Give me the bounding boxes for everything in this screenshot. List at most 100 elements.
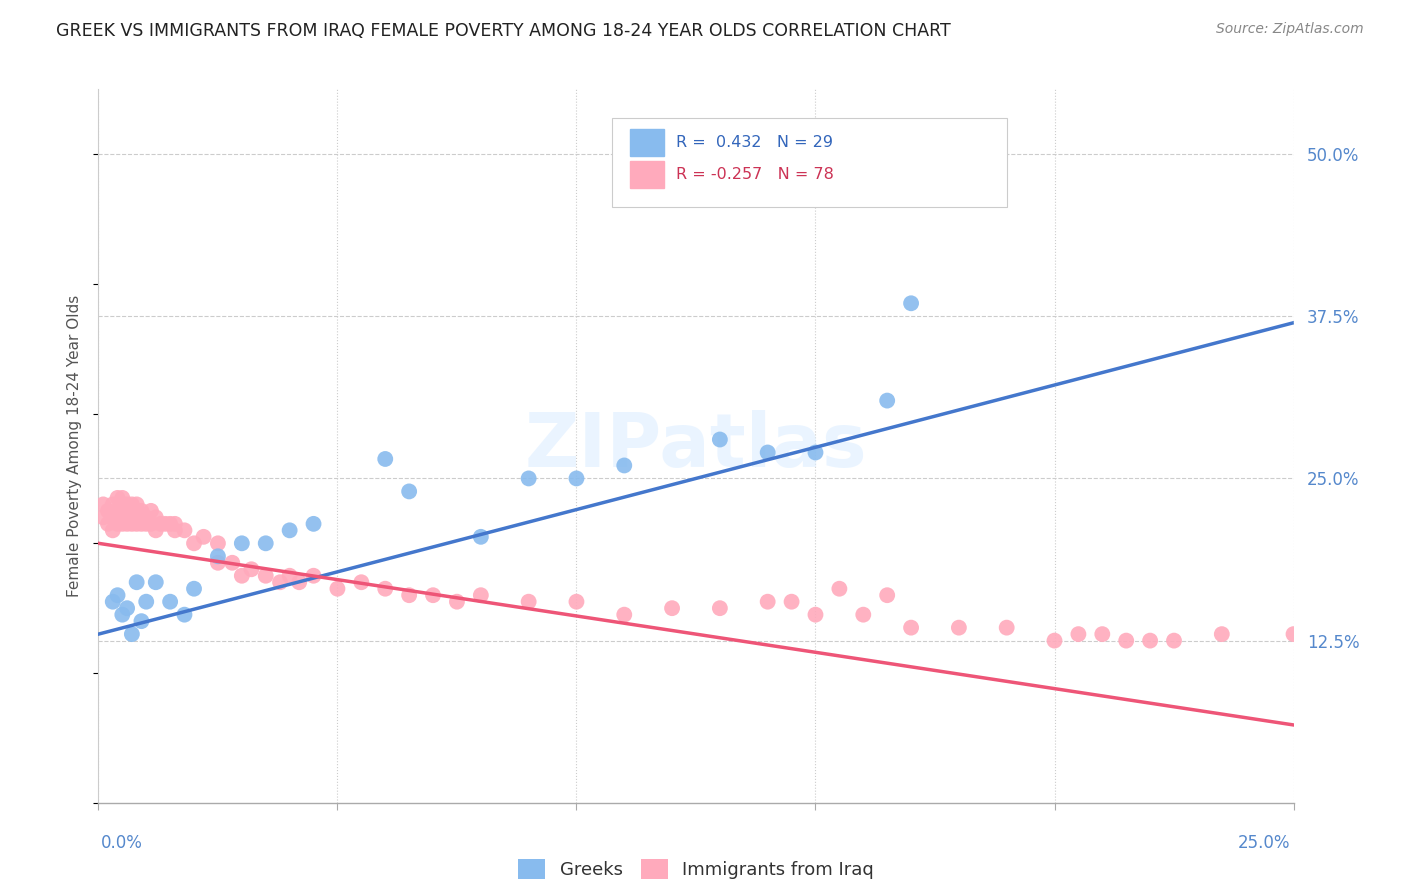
Point <box>661 601 683 615</box>
Point <box>183 536 205 550</box>
Point <box>900 621 922 635</box>
Point <box>254 568 277 582</box>
Point <box>1091 627 1114 641</box>
Point <box>852 607 875 622</box>
Point <box>240 562 263 576</box>
Point <box>446 595 468 609</box>
Y-axis label: Female Poverty Among 18-24 Year Olds: Female Poverty Among 18-24 Year Olds <box>67 295 83 597</box>
Bar <box>630 161 664 188</box>
Point <box>1139 633 1161 648</box>
Point <box>565 595 588 609</box>
Point <box>97 504 120 518</box>
Point <box>207 536 229 550</box>
Point <box>101 524 124 538</box>
Point <box>111 510 134 524</box>
Point <box>121 516 143 531</box>
Point <box>193 530 215 544</box>
Point <box>804 607 827 622</box>
Legend: Greeks, Immigrants from Iraq: Greeks, Immigrants from Iraq <box>510 852 882 887</box>
Point <box>101 510 124 524</box>
Point <box>125 575 148 590</box>
Point <box>101 497 124 511</box>
Point <box>302 568 325 582</box>
Point <box>121 497 143 511</box>
Point <box>125 497 148 511</box>
Point <box>1211 627 1233 641</box>
Point <box>97 516 120 531</box>
Point <box>121 504 143 518</box>
Point <box>121 627 143 641</box>
Point <box>613 607 636 622</box>
Point <box>135 510 157 524</box>
Point <box>159 516 181 531</box>
Point <box>278 568 301 582</box>
FancyBboxPatch shape <box>613 118 1007 207</box>
Point <box>145 524 167 538</box>
Point <box>254 536 277 550</box>
Point <box>131 516 153 531</box>
Point <box>135 516 157 531</box>
Point <box>995 621 1018 635</box>
Point <box>828 582 851 596</box>
Point <box>374 582 396 596</box>
Text: Source: ZipAtlas.com: Source: ZipAtlas.com <box>1216 22 1364 37</box>
Point <box>139 516 162 531</box>
Point <box>326 582 349 596</box>
Point <box>159 595 181 609</box>
Point <box>107 491 129 505</box>
Bar <box>630 129 664 156</box>
Point <box>163 516 186 531</box>
Point <box>565 471 588 485</box>
Point <box>107 516 129 531</box>
Point <box>517 595 540 609</box>
Point <box>398 484 420 499</box>
Point <box>1282 627 1305 641</box>
Point <box>173 607 195 622</box>
Point <box>145 575 167 590</box>
Text: R = -0.257   N = 78: R = -0.257 N = 78 <box>676 168 834 182</box>
Point <box>804 445 827 459</box>
Point <box>145 510 167 524</box>
Point <box>350 575 373 590</box>
Point <box>139 504 162 518</box>
Point <box>900 296 922 310</box>
Point <box>613 458 636 473</box>
Point <box>231 536 253 550</box>
Point <box>207 549 229 564</box>
Point <box>173 524 195 538</box>
Point <box>1067 627 1090 641</box>
Point <box>111 491 134 505</box>
Point <box>115 601 138 615</box>
Point <box>115 516 138 531</box>
Point <box>517 471 540 485</box>
Point <box>125 504 148 518</box>
Point <box>278 524 301 538</box>
Point <box>115 497 138 511</box>
Point <box>709 433 731 447</box>
Point <box>91 497 114 511</box>
Point <box>207 556 229 570</box>
Point <box>756 445 779 459</box>
Point <box>221 556 243 570</box>
Point <box>183 582 205 596</box>
Point <box>111 516 134 531</box>
Point <box>374 452 396 467</box>
Point <box>131 614 153 628</box>
Point <box>288 575 311 590</box>
Point <box>398 588 420 602</box>
Point <box>125 516 148 531</box>
Point <box>111 607 134 622</box>
Text: R =  0.432   N = 29: R = 0.432 N = 29 <box>676 136 832 150</box>
Point <box>101 595 124 609</box>
Point <box>876 393 898 408</box>
Point <box>107 504 129 518</box>
Point <box>948 621 970 635</box>
Point <box>155 516 177 531</box>
Text: 25.0%: 25.0% <box>1239 834 1291 852</box>
Text: ZIPatlas: ZIPatlas <box>524 409 868 483</box>
Point <box>756 595 779 609</box>
Point <box>91 510 114 524</box>
Point <box>269 575 291 590</box>
Point <box>422 588 444 602</box>
Text: 0.0%: 0.0% <box>101 834 143 852</box>
